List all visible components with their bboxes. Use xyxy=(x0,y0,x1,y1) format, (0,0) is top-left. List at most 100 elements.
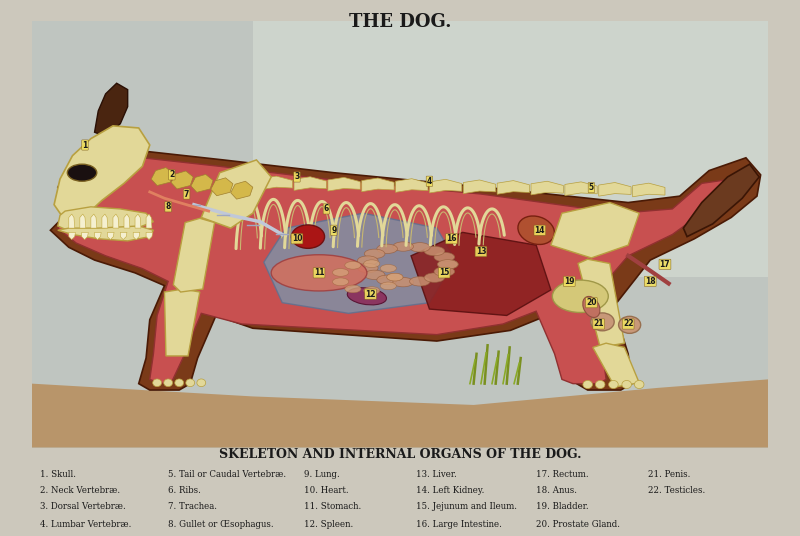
Circle shape xyxy=(552,280,608,312)
Polygon shape xyxy=(91,214,97,228)
Ellipse shape xyxy=(377,275,398,285)
Text: 2. Neck Vertebræ.: 2. Neck Vertebræ. xyxy=(40,486,120,495)
Text: 11: 11 xyxy=(314,269,324,277)
Text: 20: 20 xyxy=(586,298,597,307)
Ellipse shape xyxy=(609,381,618,389)
Ellipse shape xyxy=(380,264,397,272)
Text: 14: 14 xyxy=(534,226,545,235)
Polygon shape xyxy=(497,181,530,194)
Text: 7. Trachea.: 7. Trachea. xyxy=(168,502,217,511)
Text: 6: 6 xyxy=(324,204,329,213)
Polygon shape xyxy=(32,379,768,448)
Polygon shape xyxy=(463,180,496,193)
Ellipse shape xyxy=(583,381,593,389)
Polygon shape xyxy=(165,289,200,356)
Ellipse shape xyxy=(364,287,380,294)
Text: 10. Heart.: 10. Heart. xyxy=(304,486,349,495)
Polygon shape xyxy=(264,213,455,314)
Polygon shape xyxy=(113,214,119,228)
Ellipse shape xyxy=(410,277,430,286)
Text: 21. Penis.: 21. Penis. xyxy=(648,470,690,479)
Text: 7: 7 xyxy=(184,190,190,198)
Text: 15. Jejunum and Ileum.: 15. Jejunum and Ileum. xyxy=(416,502,517,511)
Polygon shape xyxy=(102,214,108,228)
Text: 15: 15 xyxy=(439,269,450,277)
Polygon shape xyxy=(107,233,114,240)
Polygon shape xyxy=(82,233,88,240)
Polygon shape xyxy=(174,218,214,292)
Ellipse shape xyxy=(618,316,641,333)
Ellipse shape xyxy=(358,256,378,265)
Text: 2: 2 xyxy=(170,170,174,180)
Ellipse shape xyxy=(582,296,600,317)
Polygon shape xyxy=(565,182,598,196)
Polygon shape xyxy=(598,183,631,196)
Ellipse shape xyxy=(424,247,445,256)
Ellipse shape xyxy=(622,381,631,389)
Ellipse shape xyxy=(393,242,414,251)
Text: 18. Anus.: 18. Anus. xyxy=(536,486,577,495)
Text: SKELETON AND INTERNAL ORGANS OF THE DOG.: SKELETON AND INTERNAL ORGANS OF THE DOG. xyxy=(218,448,582,461)
Ellipse shape xyxy=(197,379,206,386)
Polygon shape xyxy=(94,83,128,137)
Ellipse shape xyxy=(590,313,614,331)
Ellipse shape xyxy=(386,273,403,281)
Ellipse shape xyxy=(634,381,644,389)
Ellipse shape xyxy=(153,379,162,386)
Polygon shape xyxy=(551,203,639,258)
Polygon shape xyxy=(202,160,271,228)
Text: 22. Testicles.: 22. Testicles. xyxy=(648,486,706,495)
Polygon shape xyxy=(593,343,639,387)
Ellipse shape xyxy=(333,278,349,286)
Text: 12. Spleen.: 12. Spleen. xyxy=(304,520,354,528)
Polygon shape xyxy=(50,130,761,390)
Ellipse shape xyxy=(364,270,385,280)
Ellipse shape xyxy=(358,263,378,273)
Ellipse shape xyxy=(434,252,454,262)
Text: THE DOG.: THE DOG. xyxy=(349,13,451,32)
Polygon shape xyxy=(120,233,127,240)
Ellipse shape xyxy=(347,288,386,305)
Ellipse shape xyxy=(438,259,458,269)
Text: 17: 17 xyxy=(660,260,670,269)
Ellipse shape xyxy=(291,225,325,248)
Polygon shape xyxy=(395,178,428,192)
Polygon shape xyxy=(531,181,563,195)
Text: 13. Liver.: 13. Liver. xyxy=(416,470,457,479)
Ellipse shape xyxy=(345,285,361,293)
Polygon shape xyxy=(260,176,293,190)
Ellipse shape xyxy=(345,262,361,269)
Polygon shape xyxy=(80,214,86,228)
Text: 5: 5 xyxy=(589,183,594,192)
Text: 14. Left Kidney.: 14. Left Kidney. xyxy=(416,486,484,495)
Polygon shape xyxy=(683,164,759,236)
Polygon shape xyxy=(328,177,360,191)
Circle shape xyxy=(67,164,97,181)
Ellipse shape xyxy=(393,278,414,287)
Polygon shape xyxy=(171,171,193,189)
Ellipse shape xyxy=(377,244,398,254)
Polygon shape xyxy=(191,174,213,192)
Ellipse shape xyxy=(595,381,605,389)
Text: 21: 21 xyxy=(594,319,604,329)
Text: 20. Prostate Gland.: 20. Prostate Gland. xyxy=(536,520,620,528)
Text: 5. Tail or Caudal Vertebræ.: 5. Tail or Caudal Vertebræ. xyxy=(168,470,286,479)
Text: 22: 22 xyxy=(623,319,634,329)
Text: 1: 1 xyxy=(82,140,88,150)
Text: 6. Ribs.: 6. Ribs. xyxy=(168,486,201,495)
Polygon shape xyxy=(633,183,665,197)
Polygon shape xyxy=(94,233,101,240)
Polygon shape xyxy=(69,233,75,240)
Polygon shape xyxy=(146,214,152,228)
Polygon shape xyxy=(135,214,141,228)
Text: 3: 3 xyxy=(294,173,299,182)
Text: 19: 19 xyxy=(564,277,574,286)
Text: 16: 16 xyxy=(446,234,457,243)
Text: 4: 4 xyxy=(427,177,432,186)
Text: 9. Lung.: 9. Lung. xyxy=(304,470,340,479)
Ellipse shape xyxy=(271,255,367,291)
Ellipse shape xyxy=(333,269,349,276)
Ellipse shape xyxy=(186,379,194,386)
Polygon shape xyxy=(58,137,731,384)
Ellipse shape xyxy=(164,379,173,386)
